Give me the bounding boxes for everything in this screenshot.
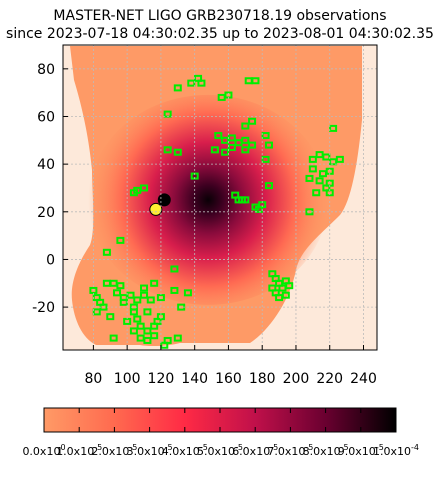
observed-field xyxy=(308,155,317,163)
chart-title: MASTER-NET LIGO GRB230718.19 observation… xyxy=(53,8,387,24)
x-tick-label: 240 xyxy=(350,371,377,387)
observed-field xyxy=(140,284,149,292)
observed-field xyxy=(116,236,125,244)
observed-field xyxy=(143,336,152,344)
observed-field xyxy=(156,294,165,302)
observed-field xyxy=(129,308,138,316)
position-marker xyxy=(157,193,171,207)
probability-peak xyxy=(88,94,329,305)
y-tick-label: 60 xyxy=(37,109,55,125)
observed-field xyxy=(133,315,142,323)
markers xyxy=(149,193,171,216)
x-axis: 80 100 120 140 160 180 200 220 240 xyxy=(84,345,377,387)
observed-field xyxy=(237,196,246,204)
observed-field xyxy=(150,279,159,287)
observed-field xyxy=(136,322,145,330)
observed-field xyxy=(140,184,149,192)
observed-field xyxy=(241,146,250,154)
observed-field xyxy=(126,291,135,299)
y-tick-label: 20 xyxy=(37,205,55,221)
observed-field xyxy=(170,286,179,294)
x-tick-label: 200 xyxy=(283,371,310,387)
observed-field xyxy=(140,291,149,299)
colorbar-tick-label: 2.0x10-5 xyxy=(91,443,137,458)
observed-field xyxy=(163,336,172,344)
observed-field xyxy=(251,77,260,85)
observed-field xyxy=(264,182,273,190)
observed-field xyxy=(248,141,257,149)
observed-field xyxy=(264,141,273,149)
y-tick-label: 0 xyxy=(46,252,55,268)
observed-field xyxy=(173,334,182,342)
observed-field xyxy=(227,143,236,151)
colorbar-ticks: 0.0x1001.0x10-52.0x10-53.0x10-54.0x10-55… xyxy=(22,408,419,458)
observed-field xyxy=(173,84,182,92)
observed-field xyxy=(89,286,98,294)
observed-field xyxy=(109,334,118,342)
observed-field xyxy=(187,79,196,87)
x-tick-label: 120 xyxy=(148,371,175,387)
observed-field xyxy=(315,177,324,185)
colorbar-tick-label: 1.0x10-5 xyxy=(56,443,102,458)
colorbar-tick-label: 9.0x10-5 xyxy=(338,443,384,458)
x-tick-label: 220 xyxy=(316,371,343,387)
observed-field xyxy=(163,146,172,154)
observed-field xyxy=(129,327,138,335)
x-tick-label: 180 xyxy=(249,371,276,387)
colorbar-tick-label: 8.0x10-5 xyxy=(303,443,349,458)
observed-field xyxy=(261,155,270,163)
observed-field xyxy=(305,174,314,182)
observed-field xyxy=(261,132,270,140)
y-tick-label: 80 xyxy=(37,62,55,78)
colorbar-tick-label: 7.0x10-5 xyxy=(267,443,313,458)
observed-field xyxy=(143,327,152,335)
observed-field xyxy=(248,117,257,125)
colorbar-tick-label: 4.0x10-5 xyxy=(162,443,208,458)
observed-field xyxy=(173,148,182,156)
observed-field xyxy=(150,332,159,340)
observed-field xyxy=(116,282,125,290)
observed-field xyxy=(241,136,250,144)
x-tick-label: 160 xyxy=(215,371,242,387)
y-tick-label: 40 xyxy=(37,157,55,173)
observed-field xyxy=(322,153,331,161)
colorbar-tick-label: 5.0x10-5 xyxy=(197,443,243,458)
y-tick-label: -20 xyxy=(32,300,55,316)
grid xyxy=(63,45,377,350)
observed-field xyxy=(214,132,223,140)
observed-field xyxy=(133,296,142,304)
observed-field xyxy=(102,248,111,256)
colorbar-tick-label: 0.0x100 xyxy=(22,443,65,458)
y-axis: -20 0 20 40 60 80 xyxy=(32,62,68,316)
colorbar-tick-label: 6.0x10-5 xyxy=(232,443,278,458)
observed-field xyxy=(210,146,219,154)
x-tick-label: 140 xyxy=(181,371,208,387)
observed-field xyxy=(308,165,317,173)
observed-field xyxy=(146,296,155,304)
observed-field xyxy=(143,308,152,316)
colorbar-tick-label: 3.0x10-5 xyxy=(127,443,173,458)
chart-subtitle: since 2023-07-18 04:30:02.35 up to 2023-… xyxy=(6,26,434,42)
observed-field xyxy=(285,282,294,290)
x-tick-label: 80 xyxy=(84,371,102,387)
observed-field xyxy=(221,148,230,156)
observed-field xyxy=(281,291,290,299)
colorbar-tick-label: 1.0x10-4 xyxy=(373,443,419,458)
observed-field xyxy=(106,313,115,321)
observed-field xyxy=(113,289,122,297)
observed-field xyxy=(170,265,179,273)
observed-field xyxy=(335,155,344,163)
observed-field xyxy=(329,124,338,132)
x-tick-label: 100 xyxy=(114,371,141,387)
observed-field xyxy=(241,122,250,130)
plot-frame xyxy=(62,44,378,351)
observed-field xyxy=(183,289,192,297)
observed-field xyxy=(92,308,101,316)
observed-field xyxy=(312,189,321,197)
position-marker xyxy=(149,202,163,216)
observed-field xyxy=(197,79,206,87)
